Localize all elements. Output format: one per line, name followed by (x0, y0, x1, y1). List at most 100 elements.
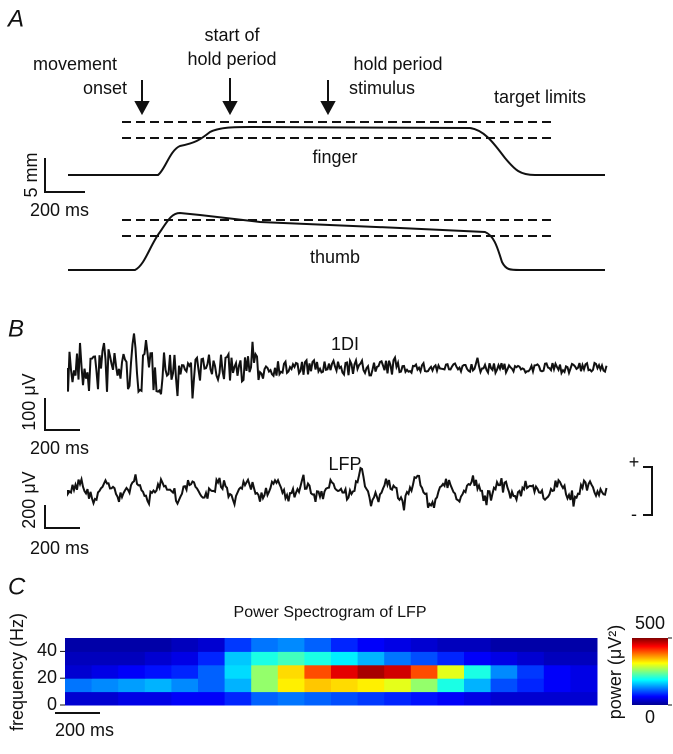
colorbar-label: power (μV²) (605, 625, 625, 719)
heatmap-cell (357, 638, 385, 652)
heatmap-cell (490, 651, 518, 666)
finger-trace (68, 125, 605, 176)
heatmap-cell (517, 678, 545, 693)
y-tick-label: 20 (37, 667, 57, 687)
heatmap-cell (198, 664, 226, 679)
heatmap-cell (357, 691, 385, 706)
heatmap-cell (277, 691, 305, 706)
heatmap-cell (357, 664, 385, 679)
heatmap-cell (65, 691, 93, 706)
heatmap-cell (171, 664, 199, 679)
scale-label: 200 ms (30, 200, 89, 220)
scale-label: 200 μV (19, 471, 39, 528)
arrows (134, 78, 336, 116)
heatmap-cell (224, 638, 252, 652)
heatmap-cell (144, 651, 172, 666)
heatmap-cell (118, 651, 146, 666)
heatmap-cell (410, 638, 438, 652)
heatmap-cell (357, 678, 385, 693)
heatmap-cell (570, 664, 598, 679)
annotation: hold period (353, 54, 442, 74)
heatmap-cell (410, 678, 438, 693)
heatmap-cell (251, 678, 279, 693)
heatmap-cell (224, 678, 252, 693)
annotation: start of (204, 25, 260, 45)
heatmap-cell (410, 691, 438, 706)
heatmap-cell (65, 638, 93, 652)
heatmap-cell (277, 664, 305, 679)
heatmap-cell (171, 638, 199, 652)
heatmap-cell (331, 651, 359, 666)
scale-bar (44, 505, 80, 529)
trace-label: 1DI (331, 334, 359, 354)
heatmap-cell (91, 651, 119, 666)
heatmap-cell (331, 664, 359, 679)
heatmap-cell (144, 691, 172, 706)
scale-label: 200 ms (30, 438, 89, 458)
heatmap-cell (384, 678, 412, 693)
heatmap-cell (410, 664, 438, 679)
heatmap-cell (65, 664, 93, 679)
annotation: target limits (494, 87, 586, 107)
heatmap-cell (198, 638, 226, 652)
heatmap-cell (277, 678, 305, 693)
heatmap-cell (437, 691, 465, 706)
heatmap-cell (118, 638, 146, 652)
heatmap-cell (517, 664, 545, 679)
heatmap-cell (543, 664, 571, 679)
heatmap-cell (118, 664, 146, 679)
heatmap-cell (331, 691, 359, 706)
thumb-trace (68, 211, 605, 271)
heatmap-cell (224, 691, 252, 706)
heatmap-cell (304, 678, 332, 693)
scale-bar (44, 398, 80, 431)
lfp-trace (67, 466, 608, 511)
heatmap-cell (570, 691, 598, 706)
heatmap-cell (517, 638, 545, 652)
trace-label: LFP (328, 454, 361, 474)
trace-label: thumb (310, 247, 360, 267)
annotation: onset (83, 78, 127, 98)
heatmap-cell (304, 651, 332, 666)
heatmap-cell (91, 691, 119, 706)
heatmap-cell (464, 651, 492, 666)
y-tick-label: 40 (37, 640, 57, 660)
heatmap-cell (118, 691, 146, 706)
heatmap-cell (198, 691, 226, 706)
scale-label: 200 ms (30, 538, 89, 558)
polarity: + (629, 452, 640, 472)
scale-label: 200 ms (55, 720, 114, 740)
heatmap-cell (490, 678, 518, 693)
panel-label: C (8, 573, 26, 600)
heatmap-cell (490, 691, 518, 706)
annotation: stimulus (349, 78, 415, 98)
panel-label: B (8, 315, 24, 342)
heatmap-cell (543, 638, 571, 652)
heatmap-cell (517, 691, 545, 706)
heatmap-cell (171, 691, 199, 706)
heatmap-cell (251, 691, 279, 706)
heatmap-cell (543, 651, 571, 666)
heatmap-cell (570, 651, 598, 666)
heatmap-cell (331, 678, 359, 693)
heatmap-cell (570, 678, 598, 693)
heatmap-cell (171, 651, 199, 666)
heatmap-cell (277, 651, 305, 666)
heatmap-cell (224, 664, 252, 679)
heatmap-cell (144, 664, 172, 679)
heatmap-cell (65, 651, 93, 666)
heatmap-cell (437, 678, 465, 693)
heatmap-cell (384, 691, 412, 706)
heatmap-cell (277, 638, 305, 652)
heatmap-cell (331, 638, 359, 652)
heatmap-cell (490, 664, 518, 679)
colorbar-tick-label: 0 (645, 707, 655, 727)
scale-bar (44, 158, 85, 193)
heatmap-cell (251, 638, 279, 652)
heatmap-cell (437, 664, 465, 679)
y-tick-label: 0 (47, 694, 57, 714)
heatmap-cell (490, 638, 518, 652)
heatmap-cell (118, 678, 146, 693)
annotation: hold period (187, 49, 276, 69)
heatmap-cell (251, 651, 279, 666)
